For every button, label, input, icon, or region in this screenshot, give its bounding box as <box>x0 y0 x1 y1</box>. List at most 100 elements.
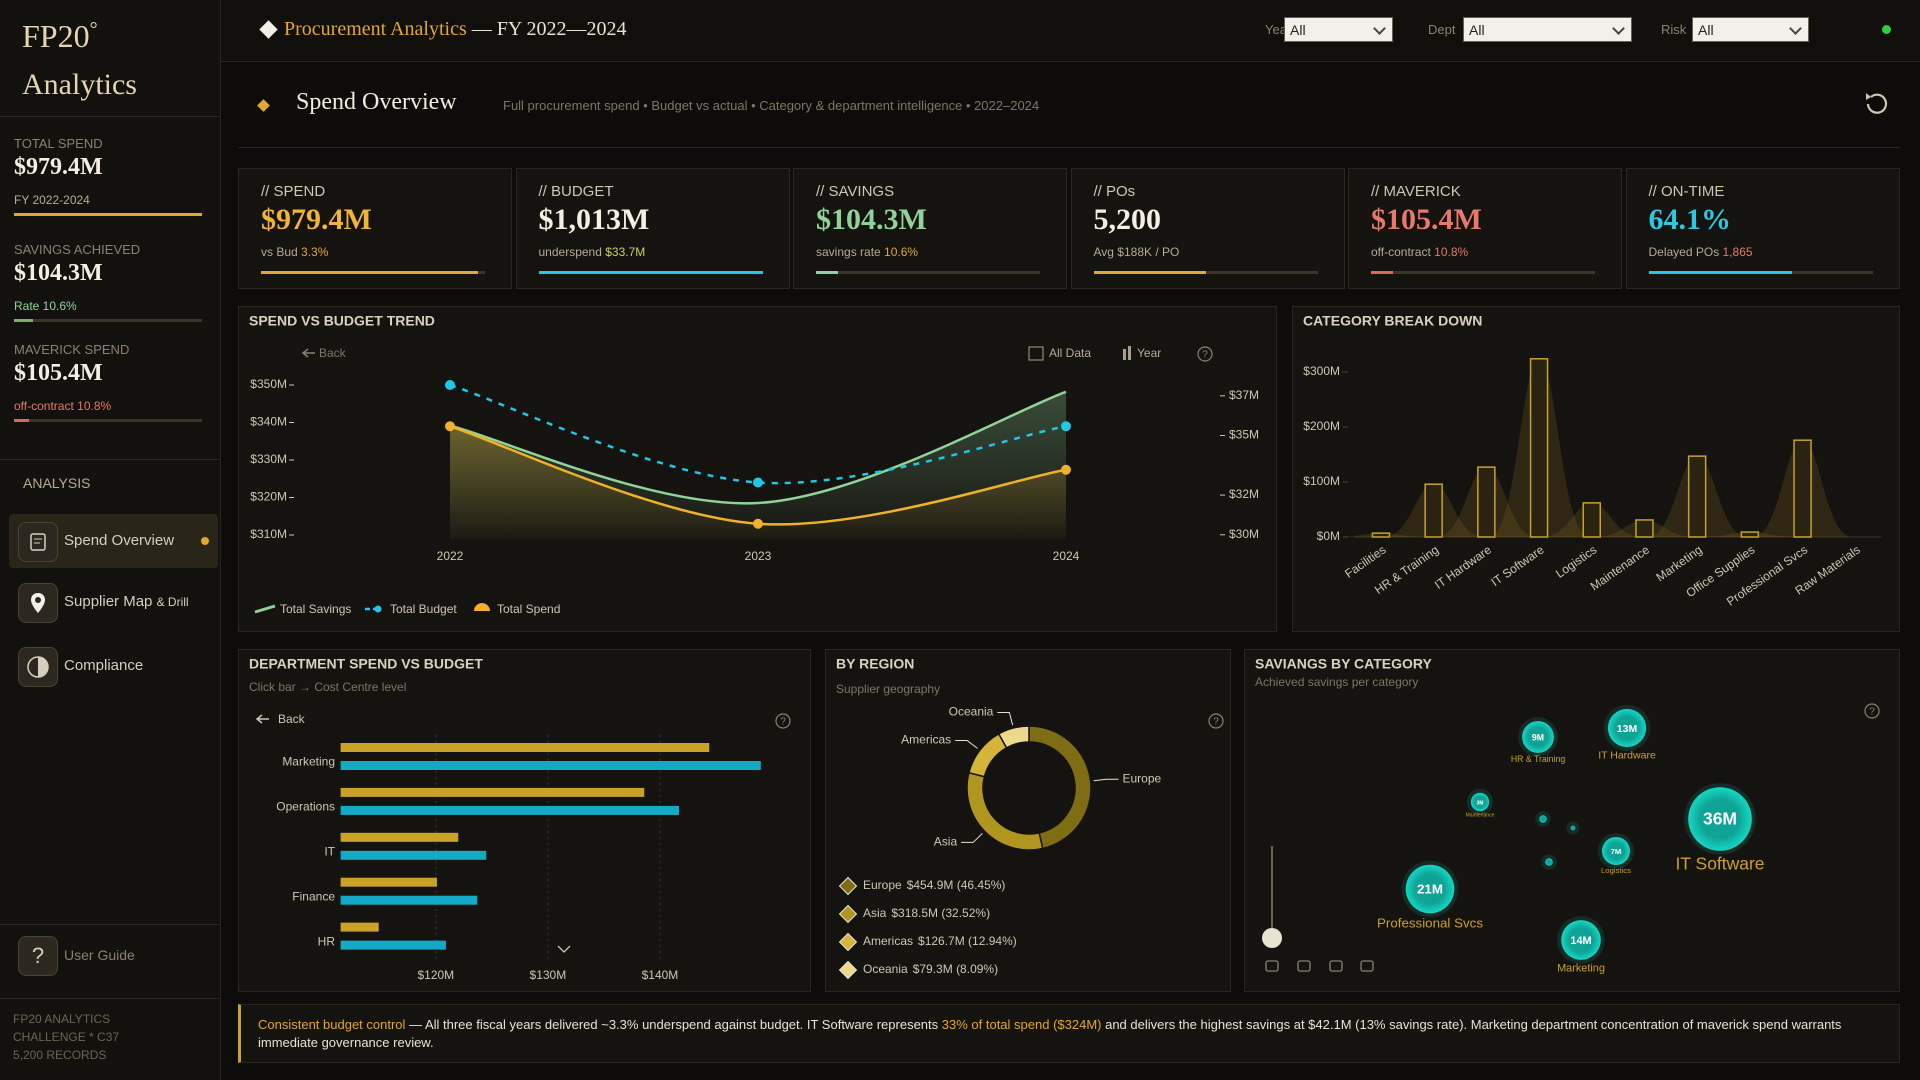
x-tick-label: $140M <box>642 968 679 982</box>
data-control[interactable]: All Data <box>1049 346 1091 360</box>
divider <box>0 459 220 460</box>
legend-label: Total Savings <box>280 602 351 616</box>
leader-line <box>1093 778 1119 782</box>
kpi-value: 5,200 <box>1093 203 1162 236</box>
bar <box>340 940 446 950</box>
tool-icon[interactable] <box>1265 960 1279 972</box>
status-dot <box>1882 25 1891 34</box>
zoom-handle[interactable] <box>1262 928 1282 948</box>
bubble-label: Marketing <box>1557 962 1605 974</box>
kpi-card: // SPEND $979.4M vs Bud 3.3% <box>238 168 512 289</box>
kpi-note-value: 3.3% <box>301 245 329 259</box>
legend-value: $454.9M (46.45%) <box>907 878 1006 892</box>
divider <box>238 147 1900 148</box>
divider <box>0 998 220 999</box>
kpi-label: // ON-TIME <box>1648 183 1725 200</box>
legend-diamond <box>838 904 858 924</box>
bar <box>340 761 761 770</box>
help-icon <box>775 713 791 729</box>
help-glyph: ? <box>1202 350 1208 361</box>
x-tick-label: $120M <box>417 968 454 982</box>
legend-name: Europe <box>863 878 902 892</box>
y-tick-label: Finance <box>292 889 335 903</box>
filter-select[interactable]: All <box>1284 17 1393 42</box>
point <box>753 477 763 488</box>
kpi-value: $105.4M <box>1371 203 1482 236</box>
help-icon[interactable]: ? <box>18 936 58 976</box>
legend-name: Oceania <box>863 962 908 976</box>
kpi-note-text: vs Bud <box>261 245 298 259</box>
filter-label: Dept <box>1428 22 1456 37</box>
stat-note: Rate 10.6% <box>14 299 77 313</box>
kpi-note-text: underspend <box>538 245 602 259</box>
slice-label: Americas <box>901 733 951 747</box>
donut-slice <box>968 732 1008 778</box>
slice-label: Oceania <box>949 705 994 719</box>
bubble-value: 36M <box>1703 809 1737 829</box>
kpi-bar <box>816 271 1040 274</box>
bubble-value: 14M <box>1570 935 1591 947</box>
kpi-bar <box>1371 271 1595 274</box>
stat-track <box>14 319 202 322</box>
legend-value: $79.3M (8.09%) <box>913 962 998 976</box>
nav-item[interactable]: Supplier Map & Drill <box>9 575 218 629</box>
tool-icon[interactable] <box>1297 960 1311 972</box>
bubble <box>1522 721 1554 753</box>
back-control[interactable]: Back <box>319 346 347 360</box>
kpi-note-text: Avg $188K / PO <box>1093 245 1180 259</box>
kpi-label: // MAVERICK <box>1371 183 1461 200</box>
bubble <box>1539 815 1547 823</box>
bar <box>340 832 459 842</box>
app-period: — FY 2022—2024 <box>471 18 627 40</box>
kpi-note: underspend $33.7M <box>539 245 646 259</box>
stat-label: TOTAL SPEND <box>14 136 103 151</box>
tool-icon[interactable] <box>1329 960 1343 972</box>
nav-icon <box>18 583 58 623</box>
kpi-bar-fill <box>1371 271 1394 274</box>
x-tick-label: Facilities <box>1342 543 1388 581</box>
nav-label-extra: & Drill <box>156 595 189 609</box>
point <box>753 518 763 529</box>
bubble <box>1470 792 1490 812</box>
point <box>445 421 455 432</box>
bar <box>1371 532 1391 538</box>
y-tick-label: $300M <box>1303 364 1340 378</box>
department-panel: DEPARTMENT SPEND VS BUDGET Click bar → Co… <box>238 649 811 992</box>
bar-icon <box>1128 346 1131 360</box>
trend-chart: SPEND VS BUDGET TREND Back All Data Year ? $3… <box>249 313 1259 616</box>
filter-select[interactable]: All <box>1463 17 1632 42</box>
kpi-note: off-contract 10.8% <box>1371 245 1468 259</box>
footer-line: CHALLENGE * C37 <box>13 1030 120 1044</box>
x-tick-label: 2022 <box>437 549 464 563</box>
header-title: Procurement Analytics — FY 2022—2024 <box>284 18 627 41</box>
kpi-note-value: 10.6% <box>884 245 919 259</box>
back-control[interactable]: Back <box>278 712 306 726</box>
x-tick-label: IT Hardware <box>1432 542 1494 591</box>
kpi-bar-fill <box>261 271 479 274</box>
legend-value: $126.7M (12.94%) <box>918 934 1017 948</box>
bar <box>340 743 710 752</box>
bar <box>1529 358 1549 538</box>
kpi-bar-fill <box>816 271 839 274</box>
nav-item[interactable]: Spend Overview <box>9 514 218 568</box>
kpi-note: Delayed POs 1,865 <box>1649 245 1753 259</box>
refresh-button[interactable] <box>1860 88 1892 120</box>
user-guide[interactable]: User Guide <box>64 947 135 963</box>
tool-icon[interactable] <box>1360 960 1374 972</box>
filter-select[interactable]: All <box>1692 17 1809 42</box>
chart-title: DEPARTMENT SPEND VS BUDGET <box>249 656 483 672</box>
stat-label: MAVERICK SPEND <box>14 342 130 357</box>
kpi-card: // ON-TIME 64.1% Delayed POs 1,865 <box>1625 168 1900 289</box>
legend-entry: Oceania $79.3M (8.09%) <box>863 962 998 976</box>
chevron <box>557 945 571 953</box>
legend-label: Total Spend <box>497 602 560 616</box>
stat-label: SAVINGS ACHIEVED <box>14 242 141 257</box>
legend-entry: Europe $454.9M (46.45%) <box>863 878 1005 892</box>
header: Procurement Analytics — FY 2022—2024 Yea… <box>221 0 1920 62</box>
year-control[interactable]: Year <box>1137 346 1161 360</box>
legend-diamond <box>838 960 858 980</box>
x-tick-label: Logistics <box>1553 543 1599 581</box>
kpi-note-text: savings rate <box>816 245 881 259</box>
nav-item[interactable]: Compliance <box>9 639 218 693</box>
section-label: ANALYSIS <box>23 475 91 491</box>
